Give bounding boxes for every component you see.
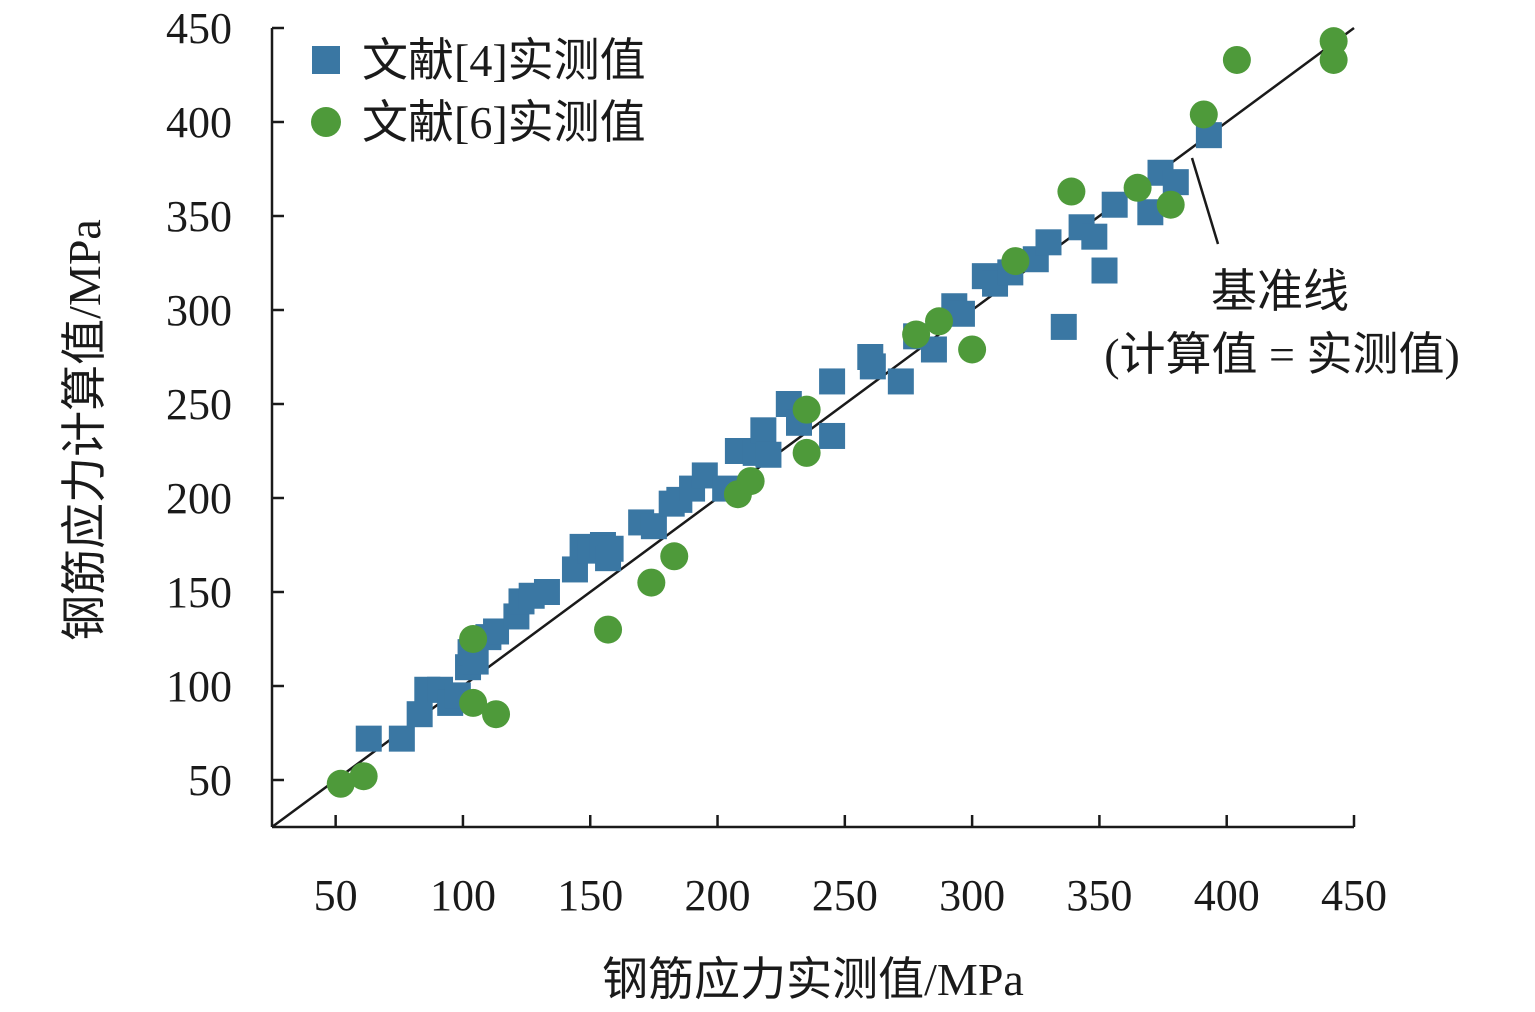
- annotation-label-line1: 基准线: [1211, 266, 1349, 317]
- x-axis-title: 钢筋应力实测值/MPa: [602, 954, 1024, 1005]
- y-tick-label: 300: [166, 286, 232, 335]
- data-point-circle: [1156, 190, 1185, 219]
- data-point-square: [355, 725, 382, 752]
- data-point-circle: [958, 335, 987, 364]
- data-point-square: [1035, 229, 1062, 256]
- y-tick-label: 200: [166, 474, 232, 523]
- y-tick-label: 100: [166, 662, 232, 711]
- data-point-square: [1162, 169, 1189, 196]
- y-tick-label: 400: [166, 98, 232, 147]
- x-tick-label: 50: [314, 871, 358, 920]
- data-point-square: [1050, 313, 1077, 340]
- data-point-circle: [459, 688, 488, 717]
- y-tick-label: 50: [188, 756, 232, 805]
- data-point-square: [406, 701, 433, 728]
- data-point-square: [533, 579, 560, 605]
- data-point-circle: [660, 542, 689, 571]
- data-point-square: [750, 417, 777, 444]
- data-point-circle: [326, 769, 355, 798]
- data-point-circle: [637, 568, 666, 597]
- data-point-circle: [1189, 100, 1218, 129]
- data-point-circle: [902, 320, 931, 349]
- x-tick-label: 300: [939, 871, 1005, 920]
- x-tick-label: 200: [685, 871, 751, 920]
- data-point-circle: [1057, 177, 1086, 206]
- data-point-square: [597, 535, 624, 562]
- data-point-square: [388, 725, 415, 752]
- data-point-square: [859, 353, 886, 380]
- y-tick-label: 450: [166, 4, 232, 53]
- data-point-circle: [1222, 45, 1251, 74]
- reference-line-annotation: 基准线 (计算值 = 实测值): [1104, 157, 1460, 380]
- data-point-square: [1081, 223, 1108, 250]
- y-tick-label: 250: [166, 380, 232, 429]
- legend-label-series-1: 文献[4]实测值: [362, 35, 646, 86]
- data-point-square: [755, 441, 782, 468]
- series-2: [326, 27, 1348, 798]
- x-tick-label: 450: [1321, 871, 1387, 920]
- data-point-circle: [1001, 247, 1030, 276]
- data-point-square: [462, 648, 489, 675]
- plot-area: 50 100 150 200 250 300 350 400 450 50 100 150 200 250…: [166, 4, 1387, 920]
- data-point-square: [948, 300, 975, 327]
- data-point-circle: [792, 395, 821, 424]
- y-tick-label: 350: [166, 192, 232, 241]
- legend-square-marker: [312, 46, 340, 74]
- annotation-label-line2: (计算值 = 实测值): [1104, 329, 1460, 380]
- data-point-circle: [594, 615, 623, 644]
- data-point-circle: [792, 438, 821, 467]
- data-point-square: [1091, 257, 1118, 284]
- legend: 文献[4]实测值 文献[6]实测值: [311, 35, 646, 148]
- data-point-circle: [1123, 173, 1152, 202]
- data-point-circle: [925, 307, 954, 336]
- data-point-circle: [736, 467, 765, 496]
- x-tick-label: 150: [557, 871, 623, 920]
- x-tick-label: 250: [812, 871, 878, 920]
- data-point-circle: [1319, 45, 1348, 74]
- annotation-leader-line: [1190, 157, 1220, 245]
- data-point-square: [887, 368, 914, 395]
- legend-label-series-2: 文献[6]实测值: [362, 97, 646, 148]
- series-1: [355, 122, 1222, 752]
- x-tick-label: 350: [1066, 871, 1132, 920]
- x-tick-label: 400: [1194, 871, 1260, 920]
- data-point-square: [1101, 191, 1128, 218]
- data-point-square: [819, 368, 846, 395]
- data-point-circle: [349, 762, 378, 791]
- legend-circle-marker: [311, 107, 341, 137]
- x-tick-label: 100: [430, 871, 496, 920]
- data-point-circle: [459, 625, 488, 653]
- y-tick-label: 150: [166, 568, 232, 617]
- data-markers: [326, 27, 1348, 798]
- data-point-circle: [482, 700, 511, 729]
- y-axis-title: 钢筋应力计算值/MPa: [59, 219, 110, 641]
- data-point-square: [819, 422, 846, 449]
- data-point-square: [640, 513, 667, 540]
